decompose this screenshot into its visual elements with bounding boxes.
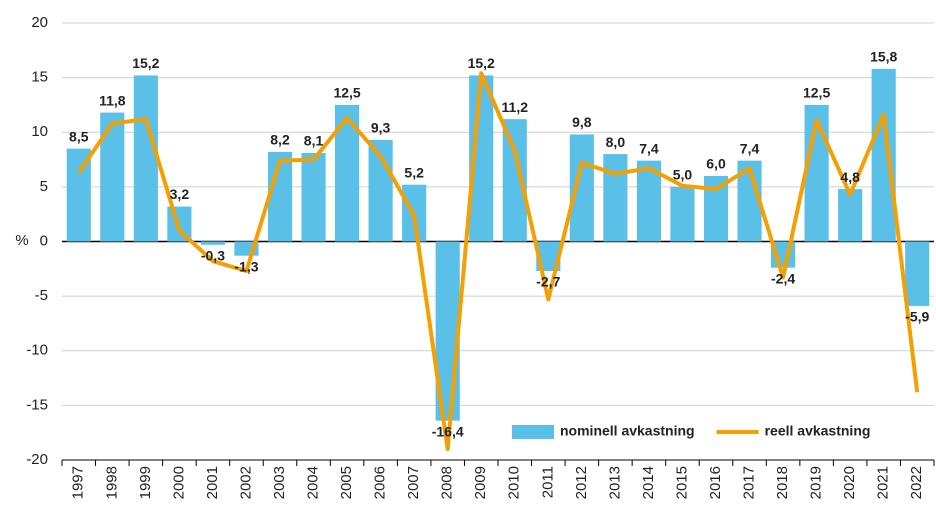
value-label: 15,2 bbox=[132, 55, 159, 71]
value-label: -0,3 bbox=[201, 247, 225, 263]
value-label: -1,3 bbox=[234, 258, 258, 274]
x-tick-label: 2008 bbox=[439, 466, 456, 499]
y-tick-label: -5 bbox=[35, 287, 48, 304]
value-label: 15,2 bbox=[468, 55, 495, 71]
value-label: 9,3 bbox=[371, 120, 391, 136]
legend-swatch bbox=[512, 425, 554, 439]
x-tick-label: 1998 bbox=[103, 466, 120, 499]
legend-label: reell avkastning bbox=[765, 423, 871, 439]
x-tick-label: 2010 bbox=[506, 466, 523, 499]
x-tick-label: 2012 bbox=[573, 466, 590, 499]
x-tick-label: 2018 bbox=[774, 466, 791, 499]
x-tick-label: 1999 bbox=[137, 466, 154, 499]
bar bbox=[133, 75, 158, 242]
bar bbox=[670, 186, 695, 242]
y-tick-label: -15 bbox=[26, 396, 48, 413]
legend: nominell avkastning reell avkastning bbox=[512, 423, 870, 439]
value-label: 6,0 bbox=[706, 156, 726, 172]
value-label: 4,8 bbox=[840, 169, 860, 185]
x-tick-label: 2005 bbox=[338, 466, 355, 499]
y-tick-label: 5 bbox=[40, 178, 48, 195]
y-tick-label: 20 bbox=[31, 14, 48, 31]
bar bbox=[603, 154, 628, 242]
y-tick-label: 15 bbox=[31, 69, 48, 86]
value-label: 3,2 bbox=[170, 186, 190, 202]
value-label: 8,0 bbox=[606, 134, 626, 150]
x-tick-label: 1997 bbox=[70, 466, 87, 499]
value-label: 5,0 bbox=[673, 167, 693, 183]
value-label: -2,4 bbox=[771, 270, 795, 286]
x-tick-label: 2007 bbox=[405, 466, 422, 499]
legend-label: nominell avkastning bbox=[560, 423, 695, 439]
x-tick-label: 2015 bbox=[673, 466, 690, 499]
x-tick-label: 2016 bbox=[707, 466, 724, 499]
value-label: 8,2 bbox=[270, 132, 290, 148]
y-axis-label: % bbox=[15, 232, 28, 249]
x-tick-label: 2001 bbox=[204, 466, 221, 499]
bar bbox=[905, 241, 930, 306]
x-tick-label: 2019 bbox=[808, 466, 825, 499]
x-tick-label: 2020 bbox=[841, 466, 858, 499]
y-tick-label: 0 bbox=[40, 232, 48, 249]
x-tick-label: 2000 bbox=[170, 466, 187, 499]
x-tick-label: 2003 bbox=[271, 466, 288, 499]
x-tick-label: 2002 bbox=[237, 466, 254, 499]
x-tick-label: 2004 bbox=[305, 466, 322, 499]
x-tick-label: 2009 bbox=[472, 466, 489, 499]
value-label: 11,8 bbox=[99, 92, 126, 108]
value-label: -2,7 bbox=[536, 274, 560, 290]
value-label: 11,2 bbox=[502, 99, 529, 115]
value-label: 7,4 bbox=[740, 140, 760, 156]
bar bbox=[871, 68, 896, 242]
y-tick-label: -10 bbox=[26, 342, 48, 359]
value-label: 7,4 bbox=[639, 140, 659, 156]
y-tick-label: -20 bbox=[26, 451, 48, 468]
bar bbox=[100, 112, 125, 242]
bar bbox=[838, 189, 863, 242]
value-label: 12,5 bbox=[333, 85, 360, 101]
value-label: 8,1 bbox=[304, 133, 324, 149]
x-tick-label: 2022 bbox=[908, 466, 925, 499]
bar bbox=[301, 153, 326, 242]
value-label: -16,4 bbox=[432, 423, 464, 439]
x-tick-label: 2006 bbox=[372, 466, 389, 499]
value-label: 12,5 bbox=[803, 85, 830, 101]
value-label: -5,9 bbox=[905, 309, 929, 325]
x-tick-label: 2021 bbox=[875, 466, 892, 499]
y-tick-label: 10 bbox=[31, 123, 48, 140]
x-tick-label: 2017 bbox=[741, 466, 758, 499]
value-label: 9,8 bbox=[572, 114, 592, 130]
x-tick-label: 2013 bbox=[606, 466, 623, 499]
line bbox=[77, 71, 920, 452]
value-label: 15,8 bbox=[870, 49, 897, 65]
x-tick-label: 2011 bbox=[539, 466, 556, 498]
bar bbox=[200, 241, 225, 245]
bar bbox=[569, 134, 594, 242]
value-label: 5,2 bbox=[404, 164, 424, 180]
x-tick-label: 2014 bbox=[640, 466, 657, 499]
value-label: 8,5 bbox=[69, 128, 89, 144]
